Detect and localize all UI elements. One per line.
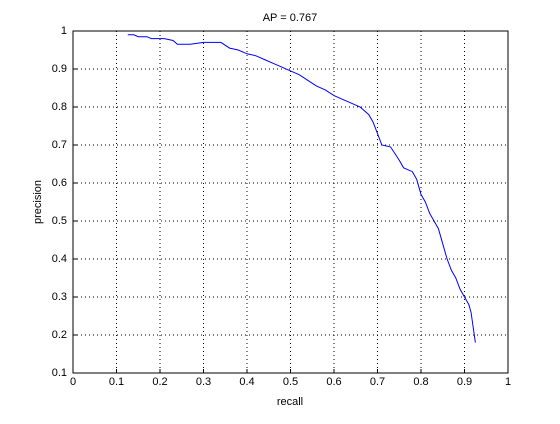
y-tick-label: 1 [61,25,67,37]
plot-area [73,31,508,373]
plot-frame [72,30,509,374]
x-tick-label: 0 [70,376,76,388]
y-tick-label: 0.6 [52,177,67,189]
x-tick-label: 0.5 [283,376,298,388]
y-tick-label: 0.5 [52,215,67,227]
x-tick-label: 0.9 [457,376,472,388]
y-tick-label: 0.2 [52,329,67,341]
x-tick-label: 1 [505,376,511,388]
x-tick-label: 0.2 [152,376,167,388]
x-tick-label: 0.8 [413,376,428,388]
y-axis-label: precision [32,180,44,224]
y-tick-label: 0.7 [52,139,67,151]
chart-title: AP = 0.767 [263,12,318,24]
x-tick-label: 0.4 [239,376,254,388]
x-tick-label: 0.6 [326,376,341,388]
y-tick-label: 0.4 [52,253,67,265]
y-tick-label: 0.3 [52,291,67,303]
x-axis-label: recall [277,396,303,408]
y-tick-label: 0.9 [52,63,67,75]
y-tick-label: 0.1 [52,367,67,379]
x-tick-label: 0.3 [196,376,211,388]
x-tick-label: 0.1 [109,376,124,388]
x-tick-label: 0.7 [370,376,385,388]
y-tick-label: 0.8 [52,101,67,113]
pr-curve [127,34,476,343]
